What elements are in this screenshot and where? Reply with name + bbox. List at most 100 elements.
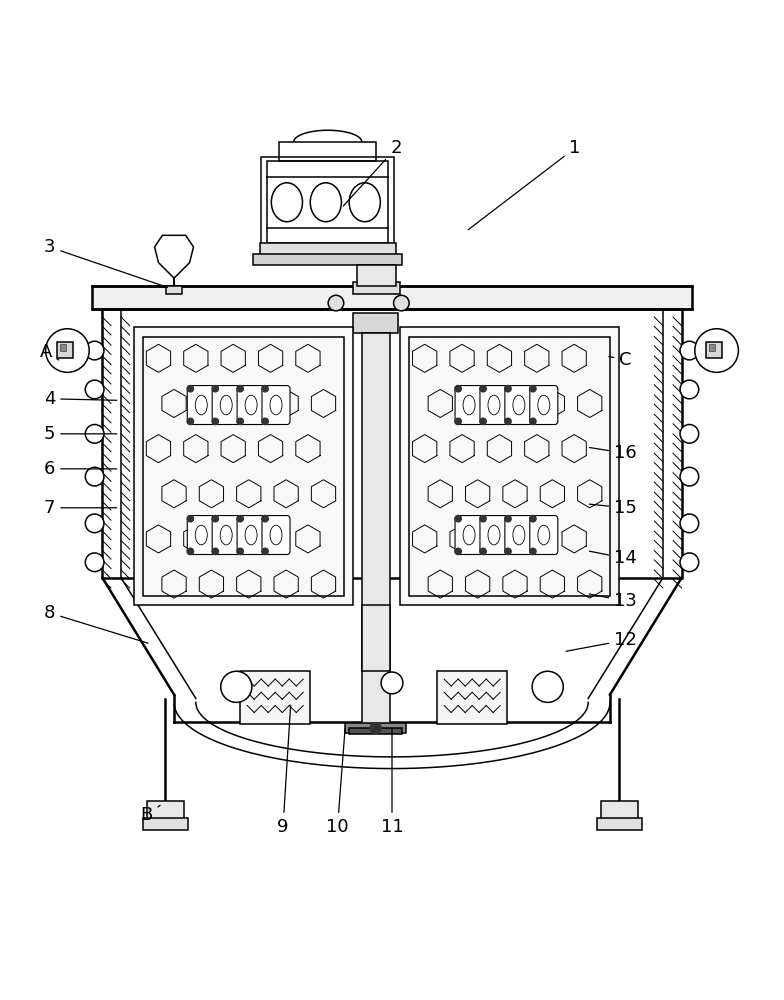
Circle shape: [237, 418, 243, 424]
FancyBboxPatch shape: [187, 516, 216, 554]
Circle shape: [187, 548, 194, 554]
Bar: [362, 333, 390, 726]
FancyBboxPatch shape: [530, 516, 557, 554]
Circle shape: [262, 418, 268, 424]
Text: 5: 5: [44, 425, 117, 443]
Text: 12: 12: [566, 631, 637, 651]
Bar: [143, 818, 188, 830]
Bar: [353, 313, 398, 333]
Bar: [597, 818, 642, 830]
Text: 8: 8: [44, 604, 148, 643]
Circle shape: [480, 548, 486, 554]
Bar: [57, 342, 73, 358]
Circle shape: [85, 514, 104, 533]
Circle shape: [695, 329, 739, 372]
Circle shape: [85, 424, 104, 443]
Bar: [93, 286, 691, 309]
Circle shape: [85, 467, 104, 486]
Circle shape: [530, 516, 536, 522]
Circle shape: [680, 380, 699, 399]
FancyBboxPatch shape: [505, 516, 533, 554]
Text: C: C: [609, 351, 632, 369]
Bar: [437, 671, 507, 724]
Circle shape: [187, 418, 194, 424]
Circle shape: [455, 516, 461, 522]
Bar: [133, 327, 353, 605]
Circle shape: [237, 516, 243, 522]
Text: 1: 1: [468, 139, 581, 230]
Circle shape: [480, 516, 486, 522]
Polygon shape: [154, 235, 194, 286]
Circle shape: [480, 418, 486, 424]
Circle shape: [212, 516, 219, 522]
Circle shape: [262, 548, 268, 554]
Circle shape: [530, 386, 536, 392]
Text: 9: 9: [278, 705, 291, 836]
FancyBboxPatch shape: [505, 386, 533, 424]
FancyBboxPatch shape: [480, 516, 508, 554]
Bar: [409, 337, 610, 596]
Circle shape: [85, 553, 104, 572]
Circle shape: [328, 295, 343, 311]
Text: 15: 15: [590, 499, 637, 517]
Circle shape: [530, 548, 536, 554]
Text: B: B: [140, 805, 160, 824]
Bar: [147, 801, 184, 821]
Bar: [261, 157, 394, 247]
FancyBboxPatch shape: [187, 386, 216, 424]
Text: A: A: [39, 343, 59, 361]
Bar: [349, 728, 402, 734]
Bar: [400, 327, 619, 605]
Circle shape: [394, 295, 409, 311]
Bar: [279, 142, 376, 161]
Circle shape: [212, 418, 219, 424]
Circle shape: [532, 671, 563, 702]
Circle shape: [505, 516, 511, 522]
FancyBboxPatch shape: [237, 386, 265, 424]
FancyBboxPatch shape: [212, 516, 240, 554]
FancyBboxPatch shape: [262, 516, 290, 554]
Circle shape: [187, 516, 194, 522]
Circle shape: [455, 418, 461, 424]
Circle shape: [505, 548, 511, 554]
Circle shape: [221, 671, 252, 702]
Bar: [357, 265, 396, 286]
Bar: [166, 286, 182, 294]
Circle shape: [455, 548, 461, 554]
Bar: [709, 344, 715, 351]
Text: 11: 11: [380, 729, 404, 836]
FancyBboxPatch shape: [530, 386, 557, 424]
Circle shape: [505, 386, 511, 392]
FancyBboxPatch shape: [237, 516, 265, 554]
Circle shape: [85, 341, 104, 360]
FancyBboxPatch shape: [480, 386, 508, 424]
Text: 3: 3: [44, 238, 168, 287]
Circle shape: [680, 514, 699, 533]
Circle shape: [370, 723, 381, 734]
Bar: [60, 344, 66, 351]
FancyBboxPatch shape: [455, 386, 483, 424]
Text: 13: 13: [590, 592, 637, 610]
Text: 6: 6: [44, 460, 117, 478]
Circle shape: [212, 548, 219, 554]
Circle shape: [530, 418, 536, 424]
Bar: [353, 282, 400, 294]
Bar: [706, 342, 722, 358]
Bar: [143, 337, 343, 596]
FancyBboxPatch shape: [262, 386, 290, 424]
Circle shape: [680, 424, 699, 443]
Circle shape: [212, 386, 219, 392]
Text: 7: 7: [44, 499, 117, 517]
Text: 16: 16: [590, 444, 637, 462]
Bar: [253, 254, 402, 265]
Circle shape: [480, 386, 486, 392]
Circle shape: [537, 672, 558, 694]
Circle shape: [262, 386, 268, 392]
Circle shape: [262, 516, 268, 522]
Circle shape: [680, 341, 699, 360]
Bar: [260, 243, 396, 256]
Text: 14: 14: [590, 549, 637, 567]
Bar: [362, 605, 390, 671]
Circle shape: [680, 467, 699, 486]
Circle shape: [237, 386, 243, 392]
